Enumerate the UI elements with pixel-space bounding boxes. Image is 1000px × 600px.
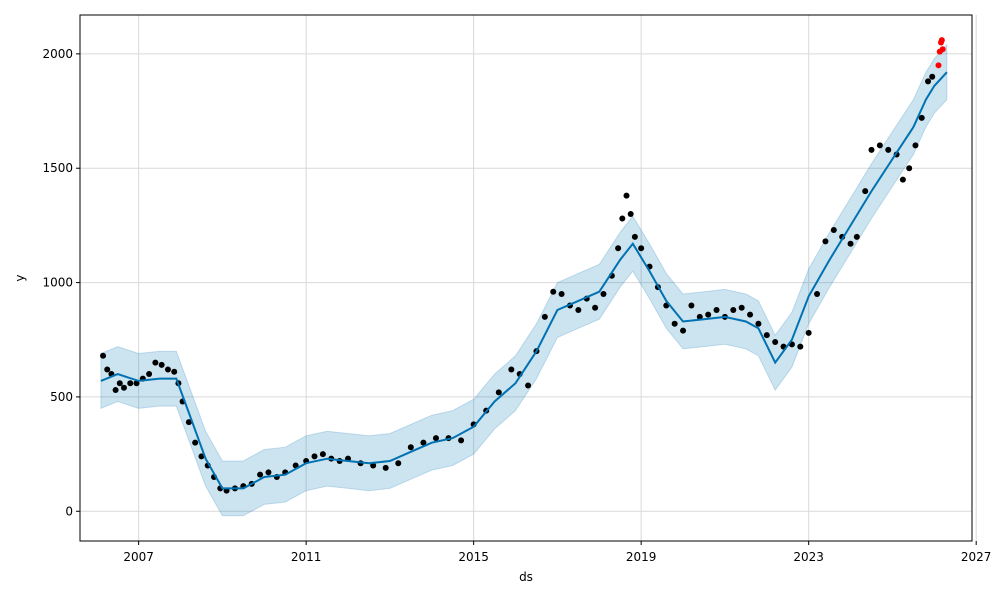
observed-point [541,313,548,320]
observed-point [755,320,762,327]
observed-point [319,451,326,458]
highlight-point [938,37,945,44]
observed-point [407,444,414,451]
x-tick-label: 2015 [458,550,489,564]
observed-point [192,439,199,446]
observed-point [257,471,264,478]
observed-point [198,453,205,460]
observed-point [627,210,634,217]
observed-point [158,361,165,368]
observed-point [432,435,439,442]
observed-point [738,304,745,311]
observed-point [772,339,779,346]
observed-point [705,311,712,318]
uncertainty-band-layer [100,43,948,517]
observed-point [420,439,427,446]
observed-point [853,233,860,240]
observed-point [876,142,883,149]
y-tick-label: 500 [50,390,73,404]
grid-layer [80,15,977,541]
y-axis-label: y [13,274,27,281]
observed-point [592,304,599,311]
observed-point [619,215,626,222]
observed-point [508,366,515,373]
observed-point [730,307,737,314]
observed-point [680,327,687,334]
observed-point [929,73,936,80]
x-tick-label: 2007 [123,550,154,564]
x-axis-label: ds [519,570,533,584]
observed-point [171,368,178,375]
observed-point [918,114,925,121]
observed-point [265,469,272,476]
observed-point [382,464,389,471]
observed-point [558,291,565,298]
observed-point [112,387,119,394]
observed-point [120,384,127,391]
observed-point [185,419,192,426]
plot-frame [79,14,973,542]
observed-point [100,352,107,359]
observed-point [847,240,854,247]
x-tick-label: 2011 [291,550,322,564]
observed-point [623,192,630,199]
observed-point [747,311,754,318]
observed-point [805,329,812,336]
forecast-line [100,71,948,490]
observed-point [164,366,171,373]
y-tick-label: 1500 [42,161,73,175]
observed-point [116,380,123,387]
observed-point [631,233,638,240]
x-tick-label: 2019 [626,550,657,564]
observed-point [763,332,770,339]
observed-point [814,291,821,298]
observed-point [152,359,159,366]
observed-point [830,226,837,233]
observed-point [906,165,913,172]
observed-point [146,371,153,378]
observed-point [912,142,919,149]
observed-point [671,320,678,327]
observed-point [713,307,720,314]
observed-point [311,453,318,460]
observed-point [638,245,645,252]
observed-point [525,382,532,389]
observed-point [868,146,875,153]
observed-point [458,437,465,444]
y-tick-label: 1000 [42,276,73,290]
forecast-line-layer [100,71,948,490]
y-tick-label: 0 [65,504,73,518]
observed-point [615,245,622,252]
highlight-point [935,62,942,69]
observed-point [925,78,932,85]
observed-point [495,389,502,396]
observed-point [696,313,703,320]
highlight-points-layer [935,37,946,69]
observed-point [370,462,377,469]
observed-point [127,380,134,387]
highlight-point [939,46,946,53]
ticks-layer: 2007 2011 2015 2019 2023 2027 0 500 1000 1500 2000 [42,47,991,564]
x-tick-label: 2023 [793,550,824,564]
observed-point [797,343,804,350]
observed-point [575,307,582,314]
observed-point [885,146,892,153]
observed-point [862,188,869,195]
observed-point [104,366,111,373]
observed-point [899,176,906,183]
uncertainty-band [100,43,948,517]
observed-point [688,302,695,309]
observed-point [395,460,402,467]
x-tick-label: 2027 [961,550,992,564]
y-tick-label: 2000 [42,47,73,61]
observed-point [600,291,607,298]
observed-point [550,288,557,295]
observed-point [822,238,829,245]
